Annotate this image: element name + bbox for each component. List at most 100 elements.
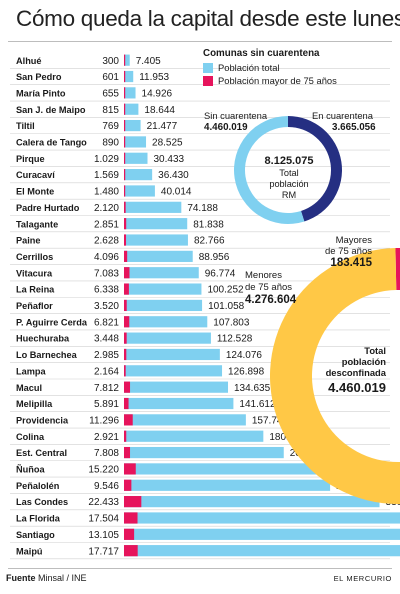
- total-value-label: 7.405: [136, 56, 161, 67]
- bar-mayores: [124, 365, 126, 377]
- category-label: San Pedro: [16, 72, 62, 82]
- title-divider: [8, 41, 392, 42]
- menores-value: 4.276.604: [245, 294, 297, 306]
- total-value-label: 134.635: [234, 383, 271, 394]
- mayores-value-label: 769: [102, 121, 119, 132]
- mayores-value-label: 1.029: [94, 154, 119, 165]
- total-value-label: 126.898: [228, 366, 265, 377]
- category-label: Macul: [16, 383, 42, 393]
- mayores-value-label: 2.921: [94, 432, 119, 443]
- category-label: Tiltil: [16, 121, 35, 131]
- total-value-label: 157.749: [252, 415, 289, 426]
- total-value-label: 124.076: [226, 350, 263, 361]
- bar-total: [124, 332, 211, 344]
- bar-total: [124, 267, 199, 279]
- total-value-label: 14.926: [142, 88, 173, 99]
- bar-total: [124, 365, 223, 377]
- legend-label-mayores: Población mayor de 75 años: [218, 75, 337, 86]
- mayores-label-line1: Mayores: [335, 235, 372, 246]
- bar-mayores: [124, 414, 133, 426]
- category-label: María Pinto: [16, 88, 66, 98]
- category-label: Peñaflor: [16, 301, 53, 311]
- mayores-value-label: 6.821: [94, 317, 119, 328]
- bar-total: [124, 234, 188, 246]
- category-label: Lo Barnechea: [16, 350, 78, 360]
- bar-mayores: [124, 479, 132, 491]
- donut-en-cuarentena-value: 3.665.056: [332, 122, 376, 133]
- bar-mayores: [124, 234, 127, 246]
- bar-total: [124, 430, 264, 442]
- bar-total: [124, 185, 155, 197]
- category-label: Melipilla: [16, 399, 53, 409]
- category-label: Cerrillos: [16, 252, 53, 262]
- mayores-value-label: 7.812: [94, 383, 119, 394]
- mayores-value-label: 1.569: [94, 170, 119, 181]
- total-value-label: 36.430: [158, 170, 189, 181]
- donut-sin-cuarentena-label: Sin cuarentena: [204, 110, 268, 121]
- bar-total: [124, 414, 246, 426]
- category-label: Providencia: [16, 415, 69, 425]
- mayores-value-label: 3.448: [94, 334, 119, 345]
- bar-total: [124, 201, 182, 213]
- bar-mayores: [124, 136, 126, 148]
- bar-total: [124, 103, 139, 115]
- bar-mayores: [124, 381, 131, 393]
- bar-mayores: [124, 87, 126, 99]
- total-value-label: 101.058: [208, 301, 245, 312]
- donut-total-line1: Total: [279, 168, 299, 178]
- bar-total: [124, 54, 130, 66]
- bar-total: [124, 70, 134, 83]
- mayores-value-label: 17.717: [88, 546, 119, 557]
- category-label: Huechuraba: [16, 334, 70, 344]
- mayores-value-label: 890: [102, 138, 119, 149]
- category-label: Calera de Tango: [16, 138, 87, 148]
- total-value-label: 112.528: [217, 334, 253, 345]
- donut-slice-en-cuarentena: [288, 115, 343, 222]
- category-label: Maipú: [16, 546, 43, 556]
- category-label: Talagante: [16, 219, 58, 229]
- legend-item-total: Población total: [203, 61, 337, 74]
- category-label: Lampa: [16, 366, 47, 376]
- bar-total: [124, 218, 188, 230]
- bar-total: [124, 250, 193, 262]
- desconfinada-value: 4.460.019: [328, 380, 386, 395]
- bar-mayores: [124, 496, 142, 508]
- bar-mayores: [124, 430, 127, 442]
- category-label: Padre Hurtado: [16, 203, 80, 213]
- bar-mayores: [124, 250, 128, 262]
- bar-mayores: [124, 54, 126, 66]
- mayores-value-label: 7.083: [94, 268, 119, 279]
- bar-total: [124, 119, 141, 132]
- mayores-value-label: 2.985: [94, 350, 119, 361]
- mayores-value: 183.415: [330, 257, 372, 269]
- bar-mayores: [124, 446, 131, 459]
- chart-title: Cómo queda la capital desde este lunes: [16, 6, 400, 31]
- total-value-label: 100.252: [207, 285, 244, 296]
- category-label: El Monte: [16, 187, 54, 197]
- bar-mayores: [124, 316, 130, 328]
- bar-mayores: [124, 332, 127, 344]
- bar-total: [124, 381, 229, 393]
- bar-mayores: [124, 512, 138, 524]
- total-value-label: 96.774: [205, 268, 236, 279]
- source-text: Minsal / INE: [35, 573, 87, 583]
- mayores-value-label: 601: [102, 72, 119, 83]
- bar-mayores: [124, 70, 126, 83]
- category-label: Colina: [16, 432, 45, 442]
- total-value-label: 82.766: [194, 236, 225, 247]
- desconfinada-line2: población: [341, 356, 386, 367]
- donut-slice-mayores: [395, 248, 400, 291]
- bar-total: [124, 136, 147, 148]
- mayores-value-label: 2.851: [94, 219, 119, 230]
- category-label: P. Aguirre Cerda: [16, 317, 88, 327]
- menores-label-line2: de 75 años: [245, 282, 293, 293]
- bar-total: [124, 348, 220, 361]
- category-label: Ñuñoa: [16, 465, 45, 475]
- desconfinada-line1: Total: [364, 345, 386, 356]
- mayores-value-label: 11.296: [89, 415, 119, 426]
- bar-total: [124, 545, 400, 557]
- category-label: Est. Central: [16, 448, 67, 458]
- mayores-value-label: 2.120: [94, 203, 119, 214]
- total-value-label: 81.838: [193, 219, 224, 230]
- legend-swatch-mayores: [203, 75, 213, 86]
